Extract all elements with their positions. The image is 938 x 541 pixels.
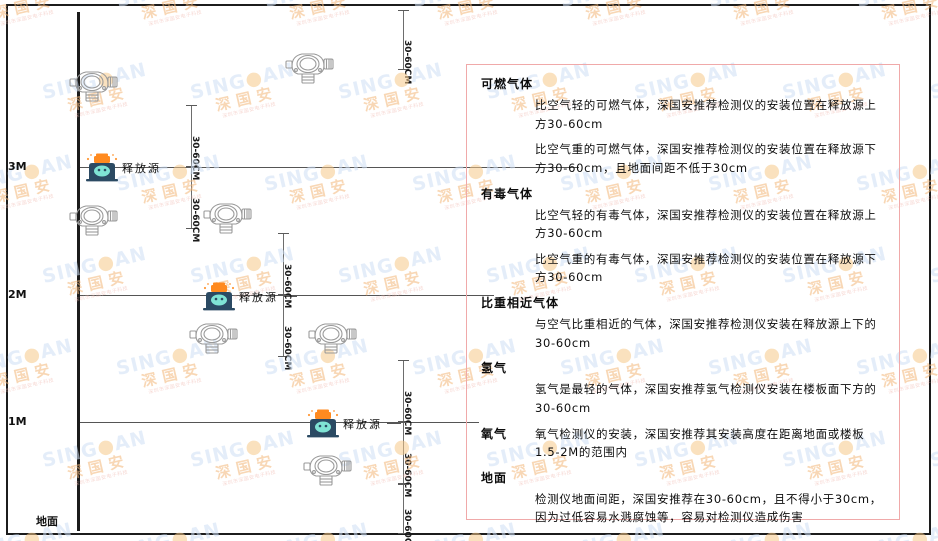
source-3m-leader [166, 167, 180, 168]
dimension-label: 30-60CM [190, 198, 200, 243]
panel-section-paragraph: 检测仪地面间距，深国安推荐在30-60cm，且不得小于30cm，因为过低容易水溅… [535, 491, 882, 525]
panel-section-heading: 氢气 [481, 361, 508, 376]
panel-section-heading: 有毒气体 [481, 186, 534, 201]
panel-section-heading: 可燃气体 [481, 77, 534, 91]
panel-section-flammable: 可燃气体 比空气轻的可燃气体，深国安推荐检测仪的安装位置在释放源上方30-60cm… [481, 75, 887, 178]
detector-1m-below-icon [300, 450, 354, 490]
detector-3m-below-icon [66, 200, 120, 240]
level-label-3m: 3M [8, 160, 27, 173]
level-label-1m: 1M [8, 415, 27, 428]
source-1m-label: 释放源 [343, 418, 382, 431]
detector-mid-left-icon [200, 198, 254, 238]
dimension-label: 30-60CM [402, 40, 412, 85]
dimension-mid-right-a: 30-60CM [278, 233, 294, 308]
diagram-outer-frame [6, 4, 931, 535]
level-line-1m [79, 422, 479, 423]
panel-section-heading: 地面 [481, 470, 508, 485]
level-line-3m [79, 167, 579, 168]
level-label-2m: 2M [8, 288, 27, 301]
panel-section-paragraph: 比空气重的可燃气体，深国安推荐检测仪的安装位置在释放源下方30-60cm，且地面… [535, 142, 877, 175]
dimension-lower-right-a: 30-60CM [398, 360, 414, 435]
panel-section-oxygen: 氧气 氧气检测仪的安装，深国安推荐其安装高度在距离地面或楼板1.5-2M的范围内 [481, 425, 887, 462]
source-2m-label: 释放源 [239, 291, 278, 304]
panel-section-toxic: 有毒气体 比空气轻的有毒气体，深国安推荐检测仪的安装位置在释放源上方30-60cm… [481, 185, 887, 288]
source-2m-leader [283, 296, 297, 297]
source-3m-label: 释放源 [122, 162, 161, 175]
detector-mid-right-icon [305, 318, 359, 358]
panel-section-hydrogen: 氢气氢气是最轻的气体，深国安推荐氢气检测仪安装在楼板面下方的30-60cm [481, 359, 887, 417]
detector-top-center-icon [282, 48, 336, 88]
source-1m-icon [306, 408, 340, 438]
source-3m-icon [85, 152, 119, 182]
detector-top-left-icon [66, 66, 120, 106]
source-1m-leader [387, 423, 401, 424]
panel-section-paragraph: 比空气重的有毒气体，深国安推荐检测仪的安装位置在释放源下方30-60cm [535, 251, 877, 285]
panel-section-heading: 氧气 [481, 426, 508, 441]
panel-section-heading: 比重相近气体 [481, 296, 560, 310]
dimension-label: 30-60CM [402, 509, 412, 541]
panel-section-paragraph: 氧气检测仪的安装，深国安推荐其安装高度在距离地面或楼板1.5-2M的范围内 [535, 426, 865, 460]
dimension-lower-right-b: 30-60CM [398, 422, 414, 497]
panel-section-paragraph: 比空气轻的可燃气体，深国安推荐检测仪的安装位置在释放源上方30-60cm [535, 98, 877, 131]
panel-section-paragraph: 比空气轻的有毒气体，深国安推荐检测仪的安装位置在释放源上方30-60cm [535, 207, 877, 241]
panel-section-similar-density: 比重相近气体与空气比重相近的气体，深国安推荐检测仪安装在释放源上下的30-60c… [481, 294, 887, 352]
dimension-top-center: 30-60CM [398, 10, 414, 84]
source-2m-icon [202, 281, 236, 311]
detector-2m-below-icon [186, 318, 240, 358]
dimension-upper-left-a: 30-60CM [186, 105, 202, 180]
panel-section-ground: 地面检测仪地面间距，深国安推荐在30-60cm，且不得小于30cm，因为过低容易… [481, 469, 887, 527]
dimension-label: 30-60CM [282, 326, 292, 371]
ground-label: 地面 [36, 515, 58, 528]
dimension-lower-right-c: 30-60CM [398, 484, 414, 541]
panel-section-paragraph: 氢气是最轻的气体，深国安推荐氢气检测仪安装在楼板面下方的30-60cm [535, 382, 877, 415]
dimension-upper-left-b: 30-60CM [186, 167, 202, 242]
info-panel: 可燃气体 比空气轻的可燃气体，深国安推荐检测仪的安装位置在释放源上方30-60cm… [466, 64, 900, 524]
panel-section-paragraph: 与空气比重相近的气体，深国安推荐检测仪安装在释放源上下的30-60cm [535, 317, 877, 350]
dimension-mid-right-b: 30-60CM [278, 295, 294, 370]
vertical-axis [77, 12, 80, 531]
